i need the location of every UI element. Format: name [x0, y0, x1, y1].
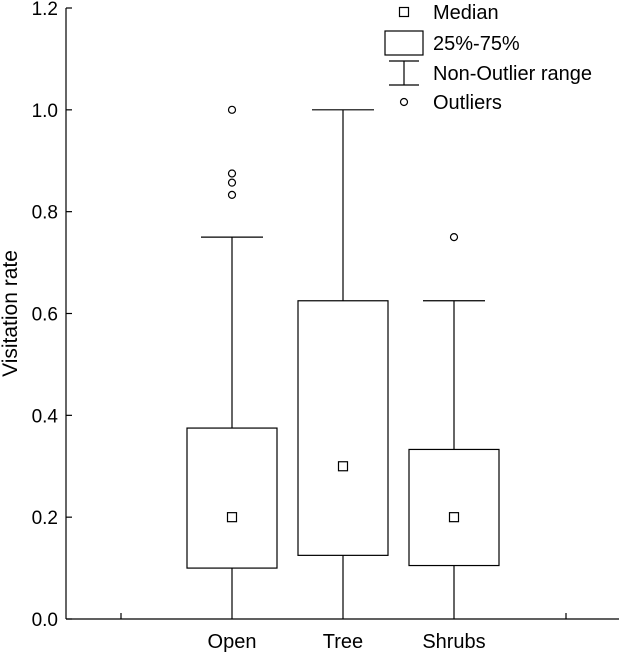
median-marker — [448, 512, 460, 523]
box-shrubs — [408, 233, 500, 619]
legend-item-box: 25%-75% — [384, 30, 520, 56]
boxes — [186, 105, 500, 619]
legend-box-icon — [384, 30, 424, 56]
x-axis-ticks: Open Tree Shrubs — [120, 613, 567, 653]
iqr-box — [408, 448, 500, 567]
x-tick-label: Shrubs — [422, 631, 485, 653]
outlier-point — [227, 190, 237, 199]
y-tick-label: 0.4 — [32, 406, 59, 427]
outlier-point — [227, 105, 237, 114]
y-tick-label: 1.2 — [32, 0, 58, 20]
y-tick-label: 0.6 — [32, 305, 58, 326]
outlier-point — [449, 233, 459, 242]
y-axis-ticks: 0.0 0.2 0.4 0.6 0.8 1.0 1.2 — [32, 0, 72, 631]
box-tree — [297, 109, 389, 619]
legend-median-icon — [398, 6, 410, 18]
legend-item-outlier-circle: Outliers — [399, 92, 502, 114]
legend: Median 25%-75% Non-Outlier range Outliers — [384, 2, 592, 114]
legend-label: Median — [433, 2, 499, 24]
outlier-point — [227, 178, 237, 187]
legend-label: 25%-75% — [433, 33, 520, 55]
x-tick-label: Open — [208, 631, 257, 653]
legend-item-whisker: Non-Outlier range — [389, 60, 592, 86]
outlier-point — [227, 169, 237, 178]
y-tick-label: 1.0 — [32, 101, 58, 122]
y-tick-label: 0.8 — [32, 203, 58, 224]
legend-item-median-square: Median — [398, 2, 499, 24]
legend-label: Outliers — [433, 92, 502, 114]
iqr-box — [297, 300, 389, 556]
legend-outlier-icon — [399, 97, 409, 107]
iqr-box — [186, 427, 278, 569]
y-tick-label: 0.2 — [32, 508, 58, 529]
median-marker — [226, 512, 238, 523]
median-marker — [337, 461, 349, 472]
y-tick-label: 0.0 — [32, 610, 58, 631]
box-open — [186, 105, 278, 619]
legend-label: Non-Outlier range — [433, 63, 592, 85]
x-tick-label: Tree — [323, 631, 363, 653]
y-axis-label: Visitation rate — [0, 250, 22, 377]
